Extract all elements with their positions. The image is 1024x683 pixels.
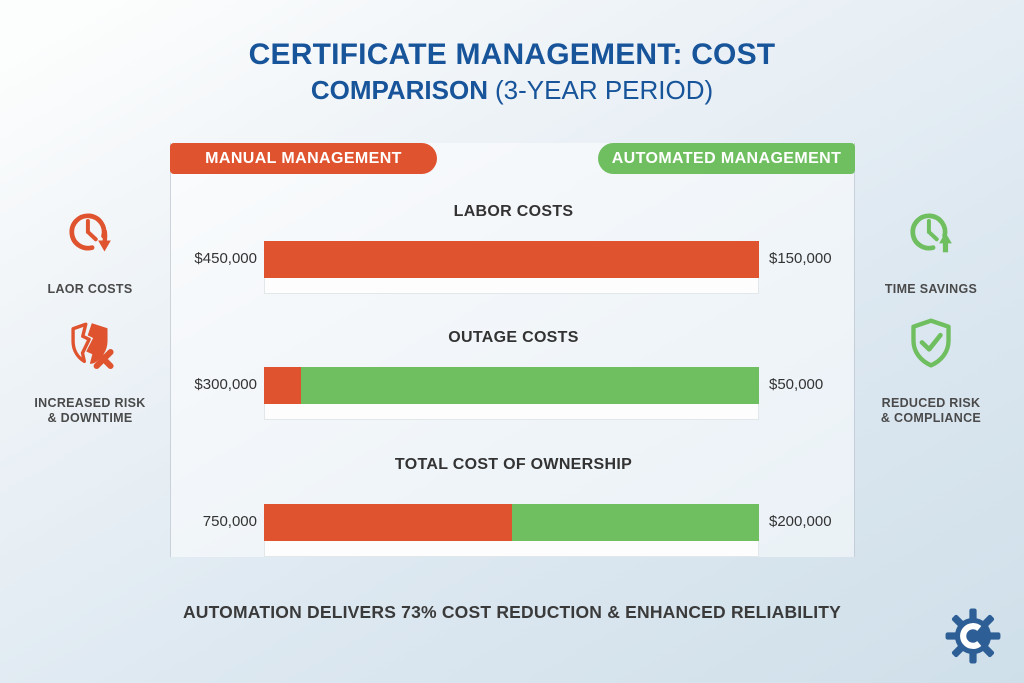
bar-labor-costs bbox=[264, 241, 759, 278]
manual-management-badge: MANUAL MANAGEMENT bbox=[170, 143, 437, 174]
bar-outage-costs bbox=[264, 367, 759, 404]
automated-value-outage: $50,000 bbox=[769, 376, 824, 393]
bar-track-outage bbox=[264, 404, 759, 420]
automated-value-labor: $150,000 bbox=[769, 250, 832, 267]
page-title: CERTIFICATE MANAGEMENT: COST COMPARISON(… bbox=[0, 36, 1024, 106]
manual-value-outage: $300,000 bbox=[194, 376, 257, 393]
manual-bar-segment bbox=[264, 367, 302, 404]
title-line-1: CERTIFICATE MANAGEMENT: COST bbox=[248, 38, 776, 71]
clock-down-icon bbox=[65, 208, 115, 258]
reduced-risk-label: REDUCED RISK & COMPLIANCE bbox=[880, 396, 982, 425]
laor-costs-label: LAOR COSTS bbox=[47, 282, 133, 296]
logo-letter-c bbox=[960, 623, 982, 649]
bar-track-total bbox=[264, 541, 759, 557]
automated-bar-segment bbox=[301, 367, 759, 404]
manual-bar-segment bbox=[264, 504, 512, 541]
clock-up-icon bbox=[906, 208, 956, 258]
title-comparison: COMPARISON bbox=[310, 75, 489, 105]
manual-bar-segment bbox=[264, 241, 759, 278]
row-title-outage-costs: OUTAGE COSTS bbox=[448, 329, 579, 346]
manual-value-total: 750,000 bbox=[202, 513, 257, 530]
time-savings-label: TIME SAVINGS bbox=[884, 282, 978, 296]
bar-track-labor bbox=[264, 278, 759, 294]
title-period: (3-YEAR PERIOD) bbox=[495, 75, 714, 105]
footer-summary: AUTOMATION DELIVERS 73% COST REDUCTION &… bbox=[182, 602, 842, 622]
title-line-2: COMPARISON (3-YEAR PERIOD) bbox=[0, 74, 1024, 106]
row-title-labor-costs: LABOR COSTS bbox=[453, 203, 574, 220]
company-logo-gear-icon bbox=[944, 605, 1002, 667]
automated-bar-segment bbox=[511, 504, 759, 541]
manual-value-labor: $450,000 bbox=[194, 250, 257, 267]
bar-total-cost bbox=[264, 504, 759, 541]
automated-management-badge: AUTOMATED MANAGEMENT bbox=[598, 143, 855, 174]
automated-value-total: $200,000 bbox=[769, 513, 832, 530]
shield-check-icon bbox=[902, 314, 960, 372]
gear-teeth bbox=[945, 608, 1001, 664]
broken-shield-icon bbox=[61, 314, 119, 372]
chart-panel: LABOR COSTS $450,000 $150,000 OUTAGE COS… bbox=[170, 143, 855, 557]
row-title-total-cost: TOTAL COST OF OWNERSHIP bbox=[394, 456, 633, 473]
increased-risk-label: INCREASED RISK & DOWNTIME bbox=[34, 396, 146, 425]
